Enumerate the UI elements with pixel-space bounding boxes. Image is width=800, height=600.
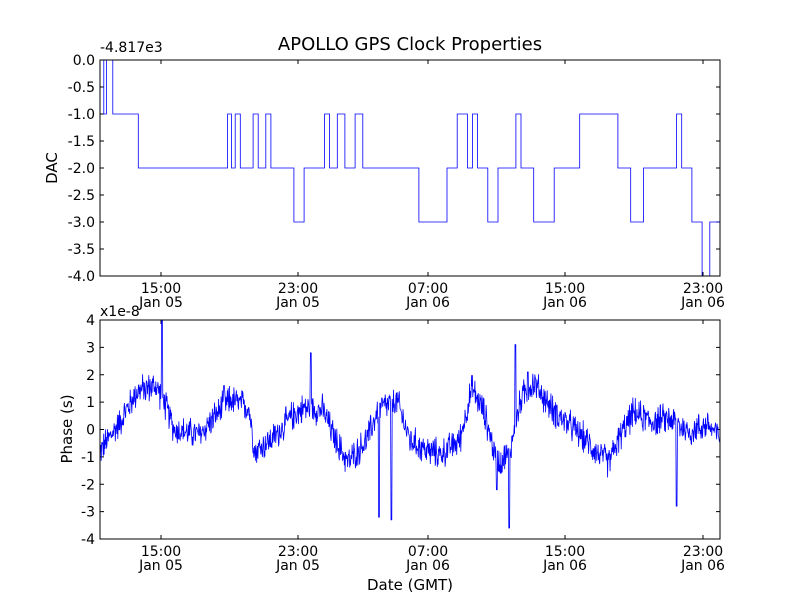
phase-x-tick-date: Jan 06 [405,558,450,574]
dac-y-tick-label: -0.5 [68,80,95,96]
phase-y-tick-label: -3 [81,505,95,521]
dac-x-tick-time: 23:00 [683,281,723,297]
dac-x-tick-date: Jan 06 [542,295,587,311]
dac-y-ticks: 0.0 -0.5 -1.0 -1.5 -2.0 -2.5 -3.0 -3.5 -4.0 [68,53,720,285]
dac-x-tick-date: Jan 05 [275,295,320,311]
phase-x-tick-date: Jan 05 [275,558,320,574]
dac-x-tick-time: 07:00 [408,281,448,297]
phase-x-tick-date: Jan 05 [138,558,183,574]
phase-y-ticks: 4 3 2 1 0 -1 -2 -3 -4 [81,313,720,548]
phase-x-tick-time: 15:00 [545,544,585,560]
dac-ylabel: DAC [43,152,61,184]
phase-y-tick-label: 1 [86,395,95,411]
dac-y-tick-label: -1.5 [68,134,95,150]
dac-y-tick-label: -3.0 [68,215,95,231]
dac-x-tick-date: Jan 05 [138,295,183,311]
dac-y-tick-label: -1.0 [68,107,95,123]
phase-series-line [99,319,721,529]
dac-x-tick-time: 15:00 [545,281,585,297]
phase-y-tick-label: 3 [86,340,95,356]
dac-x-tick-time: 15:00 [141,281,181,297]
phase-ylabel: Phase (s) [58,394,76,463]
dac-x-tick-time: 23:00 [278,281,318,297]
dac-x-tick-date: Jan 06 [680,295,725,311]
phase-y-tick-label: 0 [86,423,95,439]
phase-x-tick-time: 15:00 [141,544,181,560]
dac-y-tick-label: 0.0 [73,53,95,69]
phase-y-tick-label: 4 [86,313,95,329]
dac-panel: APOLLO GPS Clock Properties -4.817e3 DAC… [43,34,725,311]
dac-x-tick-date: Jan 06 [405,295,450,311]
phase-offset-text: x1e-8 [100,304,140,320]
dac-offset-text: -4.817e3 [100,40,163,56]
dac-axes-frame [99,59,721,277]
dac-y-tick-label: -2.0 [68,161,95,177]
dac-series-line [100,59,720,277]
phase-x-tick-time: 23:00 [683,544,723,560]
phase-x-tick-time: 23:00 [278,544,318,560]
phase-y-tick-label: -1 [81,450,95,466]
phase-y-tick-label: -2 [81,477,95,493]
dac-y-tick-label: -3.5 [68,242,95,258]
phase-axes-frame [99,319,721,540]
chart-title: APOLLO GPS Clock Properties [278,34,542,55]
phase-x-tick-date: Jan 06 [680,558,725,574]
phase-y-tick-label: 2 [86,368,95,384]
phase-y-tick-label: -4 [81,532,95,548]
dac-y-tick-label: -2.5 [68,188,95,204]
phase-xlabel: Date (GMT) [367,576,453,594]
phase-x-tick-time: 07:00 [408,544,448,560]
phase-x-tick-date: Jan 06 [542,558,587,574]
dac-y-tick-label: -4.0 [68,269,95,285]
